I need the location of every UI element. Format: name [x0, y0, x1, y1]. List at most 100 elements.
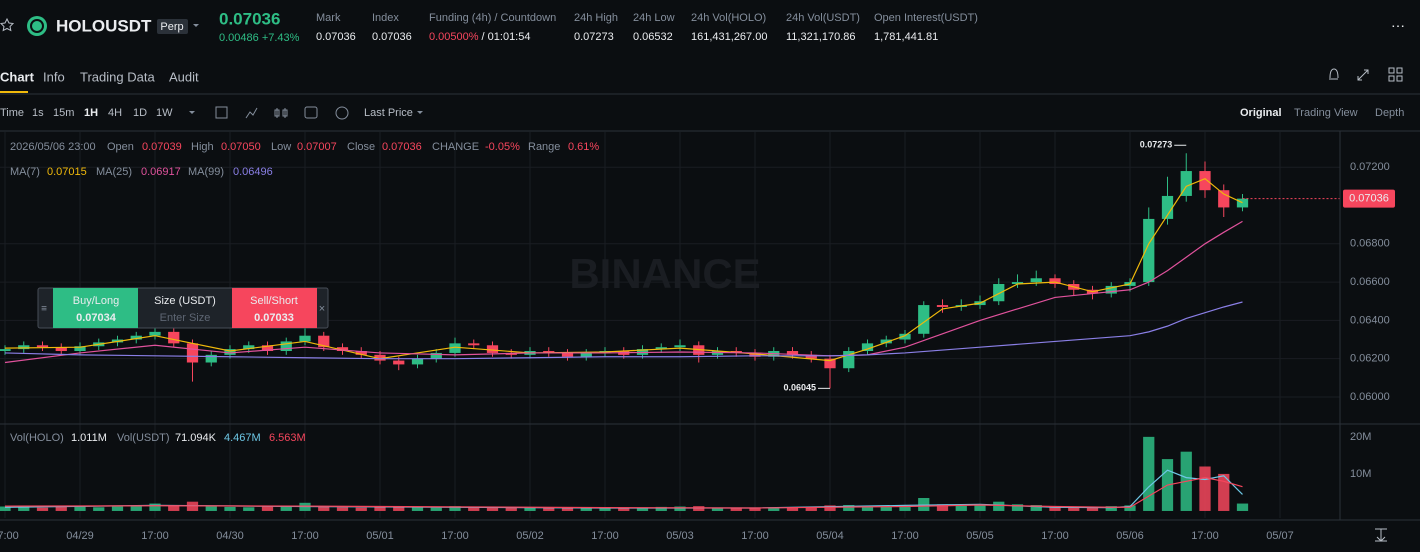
interval[interactable]: 4H: [108, 107, 122, 119]
tool-icon[interactable]: [335, 106, 349, 120]
legend-value: 0.07036: [382, 141, 422, 153]
volume-bar: [224, 506, 236, 511]
stat-value: 11,321,170.86: [786, 31, 856, 43]
legend-value: 0.07007: [297, 141, 337, 153]
volume-bar: [1068, 506, 1080, 511]
alert-icon[interactable]: [1329, 68, 1339, 80]
tab[interactable]: Info: [43, 69, 65, 84]
volume-bar: [749, 507, 761, 511]
volume-bar: [880, 506, 892, 511]
expand-icon[interactable]: [1357, 69, 1369, 81]
interval[interactable]: 15m: [53, 107, 74, 119]
volume-bar: [318, 506, 330, 511]
view-tab[interactable]: Trading View: [1294, 107, 1358, 119]
badge: Perp: [160, 21, 183, 33]
x-tick-label: 17:00: [591, 530, 619, 542]
interval[interactable]: 1D: [133, 107, 147, 119]
volume-bar: [618, 507, 630, 511]
interval[interactable]: 1H: [84, 107, 98, 119]
tool-icon[interactable]: [304, 106, 318, 119]
y-tick-label: 0.07200: [1350, 161, 1390, 173]
volume-legend-value: 71.094K: [175, 432, 217, 444]
ma-legend-value: 0.07015: [47, 166, 87, 178]
buy-button[interactable]: [53, 288, 138, 328]
volume-bar: [824, 505, 836, 511]
close-panel[interactable]: ×: [319, 303, 325, 315]
volume-bar: [580, 507, 592, 511]
coin-logo: [27, 16, 47, 36]
symbol[interactable]: HOLOUSDT: [56, 16, 152, 35]
sell-label[interactable]: Sell/Short: [250, 295, 298, 307]
ma-line: [4, 220, 1243, 364]
stat-label: Mark: [316, 12, 341, 24]
candle-body: [468, 343, 480, 346]
favorite-icon[interactable]: [0, 17, 15, 32]
last-price-label: 0.07036: [1349, 193, 1389, 205]
size-input[interactable]: Enter Size: [160, 312, 211, 324]
interval-caret[interactable]: [189, 111, 195, 114]
interval[interactable]: 1W: [156, 107, 173, 119]
volume-bar: [974, 505, 986, 511]
stat-label: Index: [372, 12, 399, 24]
candle-body: [374, 354, 386, 361]
tool-icon[interactable]: [215, 106, 228, 119]
volume-bar: [149, 503, 161, 511]
tool-icon[interactable]: [274, 108, 288, 118]
more-menu[interactable]: ⋯: [1391, 18, 1405, 34]
candle-body: [899, 333, 911, 340]
volume-bar: [955, 505, 967, 511]
stat-value: 0.00500%: [429, 31, 479, 43]
buy-price[interactable]: 0.07034: [76, 312, 117, 324]
candle-body: [824, 358, 836, 369]
candle-body: [749, 352, 761, 357]
ma-line: [4, 301, 1243, 360]
volume-bar: [1011, 504, 1024, 511]
sell-price[interactable]: 0.07033: [254, 312, 294, 324]
x-tick-label: 17:00: [141, 530, 169, 542]
volume-bar: [861, 506, 874, 511]
tool-icon[interactable]: [245, 107, 258, 119]
candle-body: [1180, 171, 1192, 196]
candle-body: [449, 343, 461, 353]
layout-icon[interactable]: [1388, 67, 1403, 82]
candle-body: [543, 351, 555, 353]
tab[interactable]: Audit: [169, 69, 199, 84]
volume-bar: [449, 506, 461, 511]
volume-ma-line: [4, 477, 1243, 509]
candle-body: [486, 345, 499, 353]
last-price-tag: [1343, 189, 1395, 208]
y-tick-label: 0.06600: [1350, 276, 1390, 288]
tab-underline: [0, 91, 28, 93]
candle-body: [355, 351, 367, 355]
candle-body: [261, 345, 274, 352]
price-type[interactable]: Last Price: [364, 107, 413, 119]
scale-icon[interactable]: [1375, 528, 1387, 542]
view-tab[interactable]: Original: [1240, 107, 1282, 119]
candle-body: [430, 352, 442, 359]
tab[interactable]: Chart: [0, 69, 35, 84]
buy-label[interactable]: Buy/Long: [73, 295, 119, 307]
candle-body: [130, 335, 142, 340]
view-tab[interactable]: Depth: [1375, 107, 1404, 119]
volume-bar: [674, 506, 686, 511]
candle-body: [805, 354, 817, 359]
y-tick-label: 0.06400: [1350, 314, 1390, 326]
volume-bar: [411, 507, 424, 511]
symbol-caret[interactable]: [193, 24, 199, 27]
drag-handle[interactable]: ≡: [41, 304, 47, 315]
tab[interactable]: Trading Data: [80, 69, 155, 84]
x-tick-label: 17:00: [891, 530, 919, 542]
low-label: 0.06045: [783, 383, 816, 393]
x-tick-label: 04/30: [216, 530, 244, 542]
volume-bar: [505, 507, 517, 511]
price-type-caret[interactable]: [417, 111, 423, 114]
interval[interactable]: 1s: [32, 107, 44, 119]
sell-button[interactable]: [232, 288, 317, 328]
candle-body: [1236, 198, 1249, 208]
volume-bar: [111, 506, 124, 511]
x-tick-label: 04/29: [66, 530, 94, 542]
legend-value: 0.07039: [142, 141, 182, 153]
interval[interactable]: Time: [0, 107, 24, 119]
candle-body: [1030, 278, 1042, 283]
